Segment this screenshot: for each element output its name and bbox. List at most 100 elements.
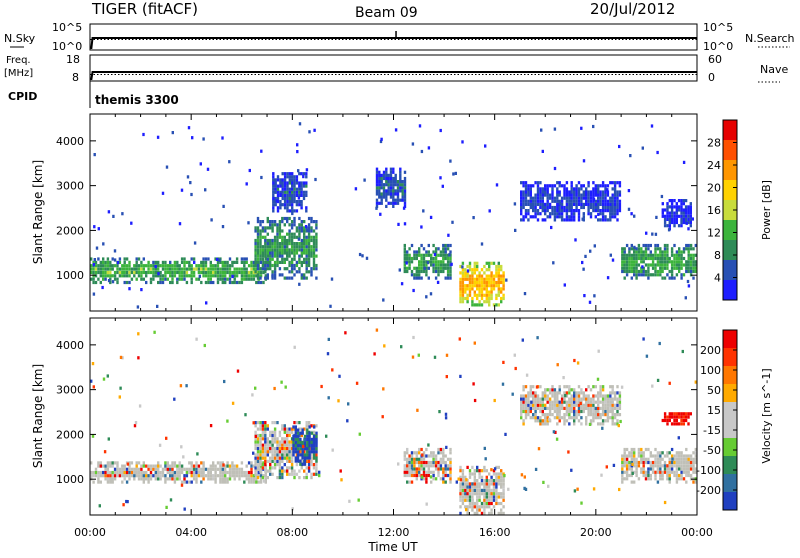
heatmap-cell xyxy=(183,277,186,281)
heatmap-cell xyxy=(380,176,383,181)
heatmap-cell xyxy=(94,467,98,471)
heatmap-cell xyxy=(565,419,569,423)
heatmap-cell xyxy=(522,406,525,410)
heatmap-cell xyxy=(485,479,488,483)
heatmap-cell xyxy=(383,344,386,348)
heatmap-cell xyxy=(202,260,205,264)
heatmap-cell xyxy=(459,465,462,469)
heatmap-cell xyxy=(522,394,525,398)
heatmap-cell xyxy=(529,205,532,210)
heatmap-cell xyxy=(283,193,287,197)
heatmap-cell xyxy=(649,454,652,458)
heatmap-cell xyxy=(156,135,160,139)
heatmap-cell xyxy=(694,253,697,257)
heatmap-cell xyxy=(692,269,695,274)
heatmap-cell xyxy=(647,477,650,481)
heatmap-cell xyxy=(483,501,486,506)
heatmap-cell xyxy=(426,261,430,265)
heatmap-cell xyxy=(259,467,263,471)
heatmap-cell xyxy=(485,290,488,294)
heatmap-cell xyxy=(274,190,277,194)
heatmap-cell xyxy=(560,403,564,407)
heatmap-cell xyxy=(597,397,600,401)
heatmap-cell xyxy=(320,384,323,389)
heatmap-cell xyxy=(446,473,450,478)
heatmap-cell xyxy=(288,223,291,227)
heatmap-cell xyxy=(524,487,528,491)
heatmap-cell xyxy=(192,474,196,478)
heatmap-cell xyxy=(273,238,277,243)
heatmap-cell xyxy=(577,397,581,401)
heatmap-cell xyxy=(534,406,537,410)
heatmap-cell xyxy=(180,480,184,484)
heatmap-cell xyxy=(166,267,169,271)
heatmap-cell xyxy=(628,250,631,254)
heatmap-cell xyxy=(524,212,528,216)
heatmap-cell xyxy=(247,221,250,225)
heatmap-cell xyxy=(430,451,433,455)
heatmap-cell xyxy=(551,187,554,191)
y-tick-label: 4000 xyxy=(56,339,84,352)
heatmap-cell xyxy=(568,215,571,219)
heatmap-cell xyxy=(176,277,179,281)
heatmap-cell xyxy=(628,266,631,270)
heatmap-cell xyxy=(264,463,267,467)
heatmap-cell xyxy=(295,235,299,239)
heatmap-cell xyxy=(473,511,476,515)
heatmap-cell xyxy=(689,412,692,416)
heatmap-cell xyxy=(687,467,690,471)
heatmap-cell xyxy=(522,397,525,401)
heatmap-cell xyxy=(93,258,96,262)
heatmap-cell xyxy=(250,477,253,481)
heatmap-cell xyxy=(400,282,404,286)
heatmap-cell xyxy=(495,485,498,489)
heatmap-cell xyxy=(680,464,683,468)
heatmap-cell xyxy=(254,472,257,476)
heatmap-cell xyxy=(687,247,690,251)
heatmap-cell xyxy=(278,229,282,233)
heatmap-cell xyxy=(464,495,467,499)
heatmap-cell xyxy=(687,243,690,248)
heatmap-cell xyxy=(534,394,537,398)
heatmap-cell xyxy=(296,453,300,457)
heatmap-cell xyxy=(245,182,248,186)
heatmap-cell xyxy=(425,269,428,274)
heatmap-cell xyxy=(654,250,657,254)
heatmap-cell xyxy=(195,461,198,465)
heatmap-cell xyxy=(271,466,274,470)
heatmap-cell xyxy=(214,474,217,478)
heatmap-cell xyxy=(250,270,253,275)
heatmap-cell xyxy=(403,266,406,270)
heatmap-cell xyxy=(668,415,671,419)
heatmap-cell xyxy=(675,470,679,474)
heatmap-cell xyxy=(497,303,500,307)
heatmap-cell xyxy=(279,181,282,185)
heatmap-cell xyxy=(577,403,581,407)
heatmap-cell xyxy=(425,447,428,452)
heatmap-cell xyxy=(296,143,299,147)
heatmap-cell xyxy=(243,257,246,261)
heatmap-cell xyxy=(312,238,316,243)
heatmap-cell xyxy=(271,276,274,280)
heatmap-cell xyxy=(524,403,528,407)
heatmap-cell xyxy=(420,260,423,264)
heatmap-cell xyxy=(552,430,556,434)
heatmap-cell xyxy=(616,193,619,197)
heatmap-cell xyxy=(399,176,402,181)
heatmap-cell xyxy=(565,218,569,222)
heatmap-cell xyxy=(214,480,217,484)
heatmap-cell xyxy=(288,456,291,460)
heatmap-cell xyxy=(539,400,542,404)
heatmap-cell xyxy=(633,470,636,474)
heatmap-cell xyxy=(692,260,695,264)
freq-tick-low: 8 xyxy=(72,71,79,84)
heatmap-cell xyxy=(594,202,597,206)
heatmap-cell xyxy=(618,209,622,213)
heatmap-cell xyxy=(192,257,196,261)
heatmap-cell xyxy=(675,464,679,468)
heatmap-cell xyxy=(273,450,277,454)
heatmap-cell xyxy=(159,264,162,268)
heatmap-cell xyxy=(259,280,263,285)
heatmap-cell xyxy=(99,470,102,475)
heatmap-cell xyxy=(668,269,671,274)
